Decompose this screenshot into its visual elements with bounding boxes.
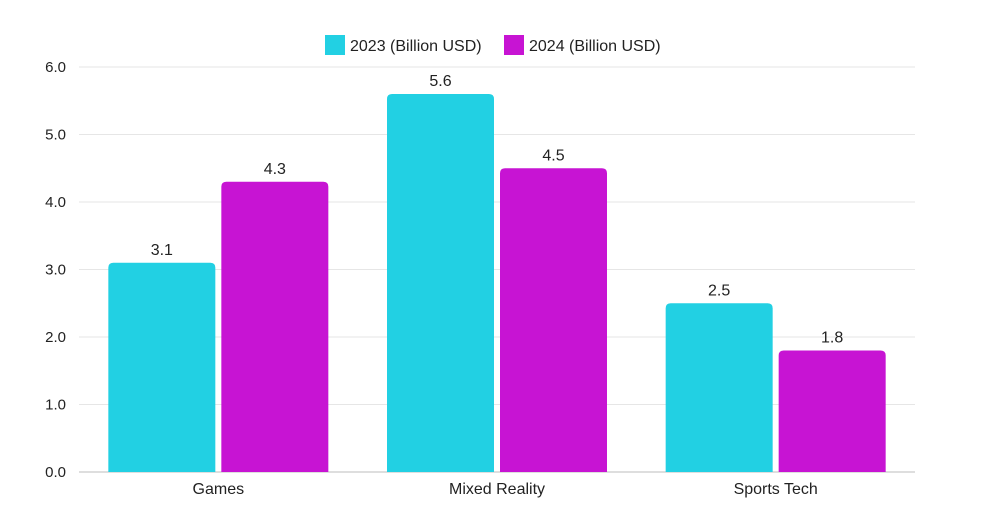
legend-label: 2023 (Billion USD) [350,38,482,55]
data-label: 2.5 [708,282,730,299]
legend[interactable]: 2023 (Billion USD) 2024 (Billion USD) [325,35,661,55]
bar-sports-tech-0[interactable] [665,303,773,472]
y-tick-label: 2.0 [45,329,66,346]
data-label: 1.8 [821,330,843,347]
legend-label: 2024 (Billion USD) [529,38,661,55]
x-tick-label: Sports Tech [734,481,818,498]
y-tick-label: 3.0 [45,262,66,279]
legend-item[interactable]: 2024 (Billion USD) [504,35,661,55]
data-labels: 3.1 4.3 5.6 4.5 2.5 1.8 [151,73,844,347]
grid-lines [79,66,915,473]
y-tick-label: 4.0 [45,194,66,211]
legend-swatch [504,35,524,55]
legend-item[interactable]: 2023 (Billion USD) [325,35,482,55]
bar-sports-tech-1[interactable] [778,350,886,473]
data-label: 4.5 [542,147,564,164]
y-axis-ticks: 0.0 1.0 2.0 3.0 4.0 5.0 6.0 [45,59,66,481]
x-tick-label: Mixed Reality [449,481,545,498]
bar-games-1[interactable] [221,181,329,472]
x-tick-label: Games [193,481,245,498]
data-label: 5.6 [429,73,451,90]
y-tick-label: 6.0 [45,59,66,76]
legend-swatch [325,35,345,55]
data-label: 3.1 [151,242,173,259]
bar-mixed-reality-1[interactable] [500,168,607,472]
x-axis-labels: Games Mixed Reality Sports Tech [193,481,818,498]
y-tick-label: 5.0 [45,127,66,144]
bars [108,94,886,473]
y-tick-label: 0.0 [45,464,66,481]
y-tick-label: 1.0 [45,397,66,414]
data-label: 4.3 [264,161,286,178]
bar-games-0[interactable] [108,262,216,472]
bar-mixed-reality-0[interactable] [387,94,494,472]
